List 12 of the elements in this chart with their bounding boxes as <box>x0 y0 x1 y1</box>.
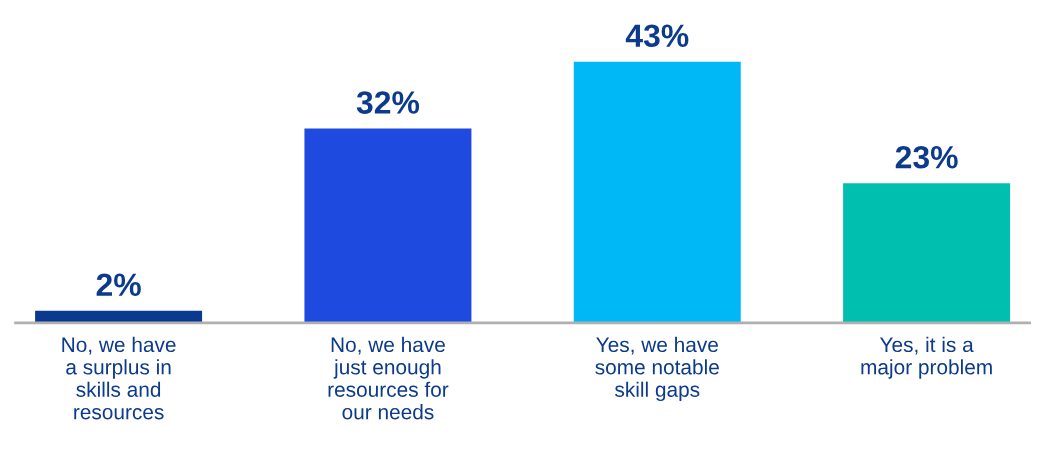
data-label: 2% <box>96 273 141 297</box>
x-tick-label: Yes, it is a major problem <box>861 336 992 379</box>
bar <box>843 183 1011 323</box>
bar <box>304 128 472 323</box>
x-tick-label: Yes, we have some notable skill gaps <box>595 336 719 402</box>
data-label: 43% <box>625 24 689 48</box>
x-tick-label: No, we have just enough resources for our needs <box>328 336 449 420</box>
bar <box>35 310 203 323</box>
data-label: 23% <box>895 145 958 169</box>
bar <box>573 61 741 323</box>
data-label: 32% <box>356 91 420 114</box>
x-tick-label: No, we have a surplus in skills and resources <box>62 336 176 420</box>
